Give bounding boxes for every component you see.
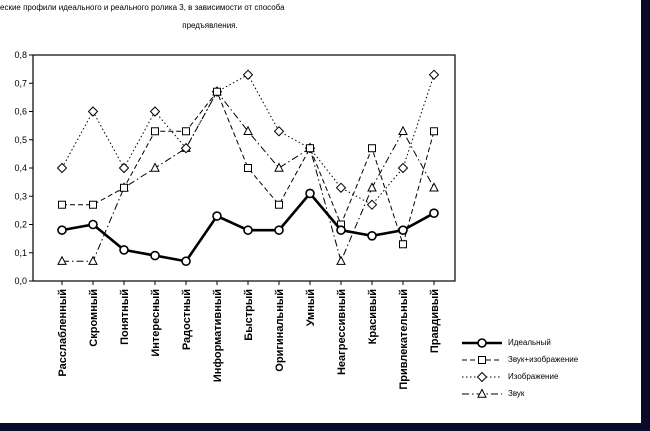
x-category-label: Информативный [212,289,224,382]
y-tick-label: 0,0 [14,276,27,286]
x-category-label: Умный [305,289,317,326]
x-category-label: Радостный [181,289,193,350]
y-tick-label: 0,3 [14,191,27,201]
x-category-label: Правдивый [429,289,441,353]
window-edge-bottom [0,423,650,431]
chart-legend: Идеальный Звук+изображение Изображение З… [460,334,578,402]
y-tick-label: 0,4 [14,163,27,173]
legend-item-sound: Звук [460,385,578,402]
series-ideal [57,188,439,267]
x-category-label: Скромный [88,289,100,347]
series-sound-image [58,87,438,249]
legend-label-sound-image: Звук+изображение [508,355,579,364]
x-category-label: Привлекательный [398,289,410,390]
legend-item-ideal: Идеальный [460,334,578,351]
legend-sample-sound-image-icon [462,355,502,364]
y-tick-label: 0,1 [14,248,27,258]
y-tick-label: 0,8 [14,50,27,60]
x-category-label: Красивый [367,289,379,344]
x-category-label: Оригинальный [274,289,286,372]
y-tick-label: 0,5 [14,135,27,145]
y-tick-label: 0,6 [14,107,27,117]
legend-label-image: Изображение [508,372,559,381]
window-edge-right [641,0,650,431]
legend-item-image: Изображение [460,368,578,385]
chart-title-line2: предъявления. [182,21,238,30]
x-category-label: Неагрессивный [336,289,348,375]
legend-sample-image-icon [462,371,502,382]
legend-label-sound: Звук [508,389,525,398]
chart-title-line1: еские профили идеального и реального рол… [0,3,285,12]
legend-item-sound-image: Звук+изображение [460,351,578,368]
x-category-label: Расслабленный [57,289,69,377]
axes: 0,0 0,1 0,2 0,3 0,4 0,5 0,6 0,7 0,8 Расслабленный… [14,50,456,390]
x-category-label: Интересный [150,289,162,357]
legend-sample-sound-icon [462,387,502,398]
x-category-label: Понятный [119,289,131,345]
y-tick-label: 0,2 [14,220,27,230]
x-category-label: Быстрый [243,289,255,341]
y-tick-label: 0,7 [14,78,27,88]
legend-label-ideal: Идеальный [508,338,551,347]
legend-sample-ideal-icon [462,337,502,348]
